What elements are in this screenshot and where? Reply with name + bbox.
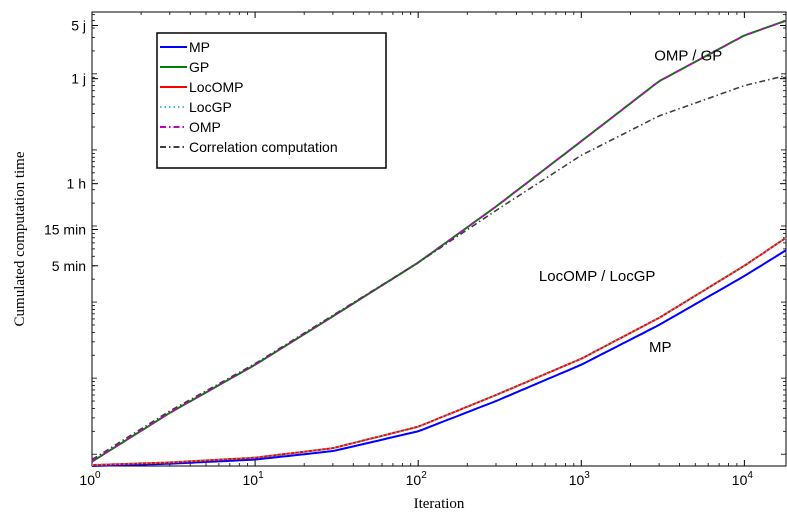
x-tick-label: 100 (79, 470, 101, 488)
y-tick-label: 15 min (44, 221, 86, 237)
y-axis-label: Cumulated computation time (12, 151, 28, 326)
y-axis: 5 j 1 j 1 h 15 min 5 min (44, 14, 786, 455)
series-lines (91, 19, 787, 467)
annotation: OMP / GP (654, 47, 722, 64)
series-line-mp (91, 249, 787, 467)
annotations: OMP / GP LocOMP / LocGP MP (539, 47, 722, 356)
x-tick-label: 104 (732, 470, 754, 488)
series-line-correlation-computation (91, 74, 787, 461)
legend-label: OMP (189, 119, 221, 135)
x-axis-label: Iteration (414, 496, 465, 512)
y-tick-label: 5 min (52, 258, 86, 274)
legend-label: GP (189, 59, 209, 75)
legend-label: LocOMP (189, 79, 243, 95)
series-line-locgp (91, 237, 787, 466)
legend-label: LocGP (189, 99, 232, 115)
legend-label: MP (189, 39, 210, 55)
x-tick-label: 102 (406, 470, 428, 488)
y-tick-label: 1 h (67, 176, 86, 192)
legend: MP GP LocOMP LocGP OMP Correlation computatio… (156, 32, 387, 169)
annotation: MP (649, 339, 672, 356)
plot-area: 100 101 102 103 104 5 j 1 j 1 h 15 min 5 min OMP… (44, 11, 787, 488)
series-line-locomp (91, 236, 787, 467)
x-tick-label: 101 (243, 470, 265, 488)
x-tick-label: 103 (569, 470, 591, 488)
y-tick-label: 1 j (71, 71, 86, 87)
legend-box (156, 32, 387, 169)
annotation: LocOMP / LocGP (539, 268, 655, 285)
legend-label: Correlation computation (189, 139, 338, 155)
y-tick-label: 5 j (71, 17, 86, 33)
series-line-omp (91, 19, 787, 463)
